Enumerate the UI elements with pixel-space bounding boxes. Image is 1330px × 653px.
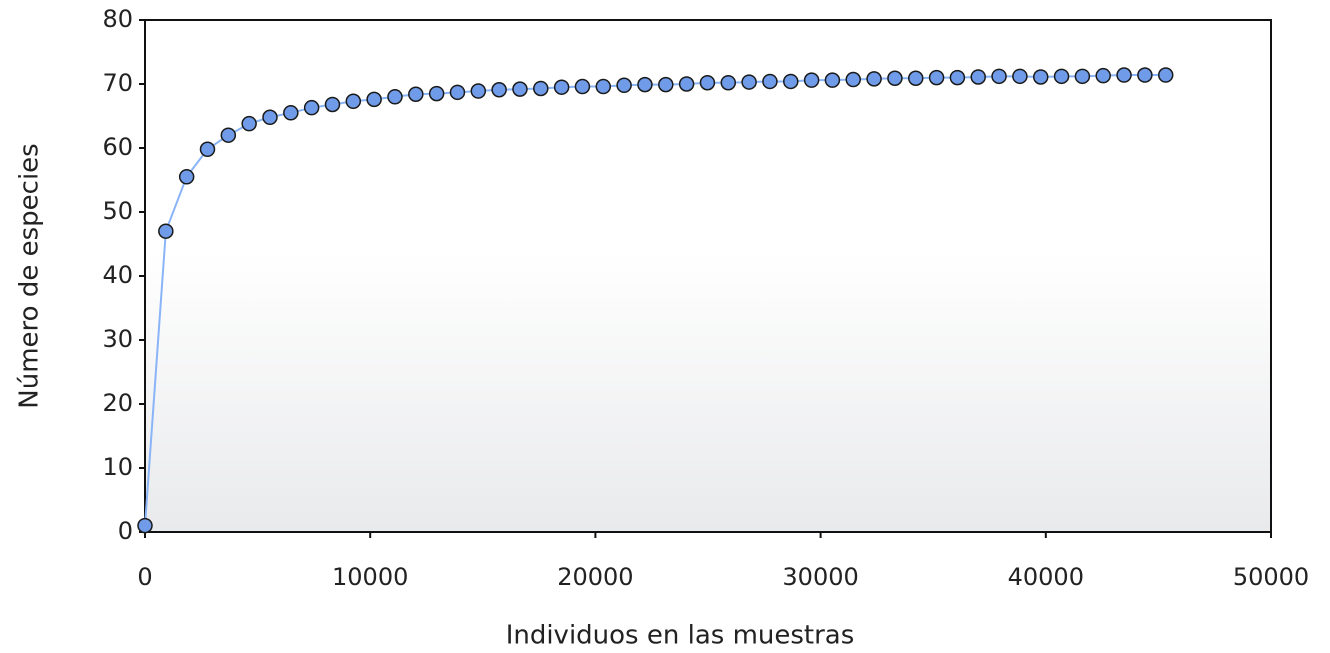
x-tick-label: 50000 (1233, 563, 1309, 591)
plot-area (144, 19, 1272, 533)
y-tick-label: 70 (102, 69, 133, 97)
point (783, 73, 799, 90)
point (1095, 67, 1111, 84)
y-tick-label: 0 (118, 517, 133, 545)
x-tick-label: 0 (137, 563, 152, 591)
point (658, 76, 674, 93)
point (533, 80, 549, 97)
point (637, 76, 653, 93)
point (574, 78, 591, 95)
x-tick-label: 30000 (782, 563, 858, 591)
point (907, 70, 924, 86)
point (241, 115, 257, 132)
point (408, 86, 424, 102)
point (1074, 68, 1091, 85)
point (1053, 68, 1070, 85)
x-tick-label: 10000 (332, 563, 408, 591)
point (803, 72, 820, 88)
point (158, 223, 174, 239)
point (949, 69, 966, 86)
point (387, 89, 403, 105)
y-tick-label: 60 (102, 133, 133, 161)
point (449, 84, 466, 101)
x-tick-label: 20000 (557, 563, 633, 591)
point (1116, 67, 1132, 83)
point (928, 69, 945, 86)
point (491, 82, 507, 98)
point (720, 74, 737, 91)
x-tick-label: 40000 (1008, 563, 1084, 591)
point (824, 72, 841, 88)
y-tick-label: 40 (102, 261, 133, 289)
point (199, 141, 216, 158)
point (366, 91, 382, 108)
point (137, 517, 153, 534)
point (616, 77, 632, 94)
point (991, 68, 1007, 85)
point (887, 70, 903, 86)
point (699, 74, 716, 91)
point (220, 127, 237, 143)
point (512, 81, 528, 97)
point (470, 83, 487, 99)
y-tick-label: 50 (102, 197, 133, 225)
point (678, 76, 695, 92)
point (1137, 67, 1153, 83)
point (970, 69, 986, 85)
y-tick-label: 20 (102, 389, 133, 417)
point (1157, 67, 1174, 83)
point (845, 71, 862, 88)
point (553, 79, 570, 95)
point (866, 71, 882, 87)
point (262, 109, 278, 126)
y-tick-label: 10 (102, 453, 133, 481)
y-axis-label: Número de especies (15, 143, 45, 408)
point (178, 169, 195, 185)
point (283, 105, 299, 121)
point (1012, 68, 1028, 85)
point (303, 99, 320, 116)
point (1032, 69, 1049, 85)
point (345, 93, 362, 110)
point (324, 96, 341, 113)
x-axis-label: Individuos en las muestras (506, 621, 855, 651)
y-tick-label: 80 (102, 5, 133, 33)
point (741, 74, 757, 90)
point (428, 85, 445, 102)
point (762, 73, 778, 90)
point (595, 78, 612, 95)
y-tick-label: 30 (102, 325, 133, 353)
